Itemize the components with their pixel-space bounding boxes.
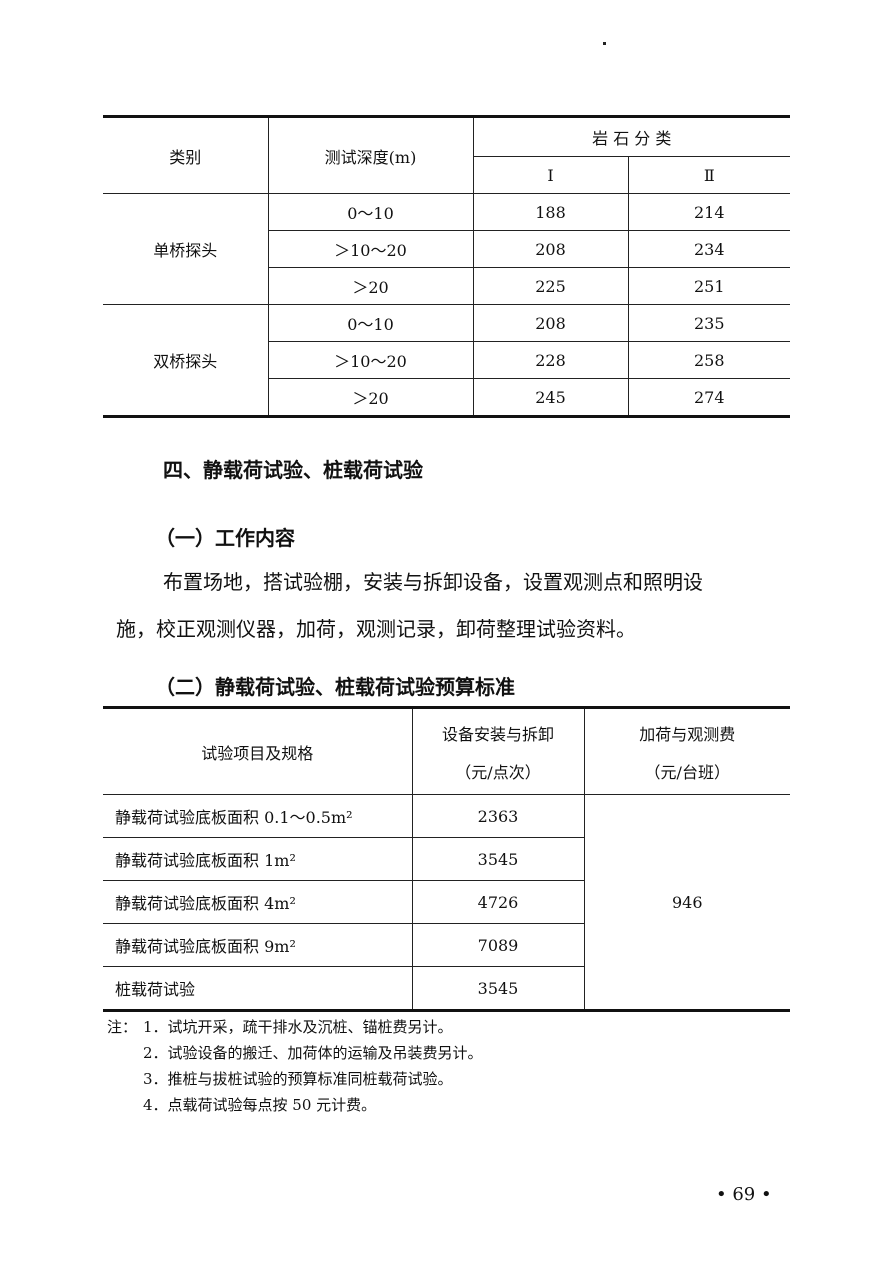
depth-cell: ＞20	[268, 378, 474, 417]
table-row: ＞10～20 208 234	[103, 230, 791, 268]
paragraph-line: 施，校正观测仪器，加荷，观测记录，卸荷整理试验资料。	[116, 617, 636, 641]
value-cell: 234	[627, 230, 791, 268]
value-cell: 225	[472, 267, 629, 305]
table-row: ＞20 245 274	[103, 378, 791, 417]
scan-speck	[603, 42, 606, 45]
header-item: 试验项目及规格	[103, 707, 413, 795]
install-cell: 3545	[411, 966, 585, 1011]
item-cell: 静载荷试验底板面积 9m²	[103, 923, 413, 967]
table-row: 单桥探头 0～10 188 214	[103, 193, 791, 305]
table-row: 双桥探头 0～10 208 235	[103, 304, 791, 417]
subsection-title-budget: （二）静载荷试验、桩载荷试验预算标准	[155, 675, 515, 699]
load-cell: 946	[583, 794, 790, 1011]
header-class-2: Ⅱ	[627, 156, 791, 194]
value-cell: 274	[627, 378, 791, 417]
item-cell: 静载荷试验底板面积 0.1～0.5m²	[103, 794, 413, 838]
load-test-budget-table: 试验项目及规格 设备安装与拆卸 （元/点次） 加荷与观测费 （元/台班） 静载荷试验…	[103, 706, 790, 1012]
note-item: 2．试验设备的搬迁、加荷体的运输及吊装费另计。	[143, 1044, 483, 1062]
value-cell: 228	[472, 341, 629, 379]
note-item: 4．点载荷试验每点按 50 元计费。	[143, 1096, 377, 1114]
value-cell: 245	[472, 378, 629, 417]
header-load: 加荷与观测费 （元/台班）	[583, 707, 790, 795]
header-install: 设备安装与拆卸 （元/点次）	[411, 707, 585, 795]
value-cell: 214	[627, 193, 791, 231]
group-label: 双桥探头	[103, 304, 269, 417]
depth-cell: ＞10～20	[268, 341, 474, 379]
depth-cell: 0～10	[267, 304, 474, 342]
value-cell: 208	[472, 230, 629, 268]
table-row: 静载荷试验底板面积 9m² 7089	[103, 923, 790, 967]
depth-cell: 0～10	[267, 193, 474, 231]
install-cell: 4726	[411, 880, 585, 924]
header-load-label: 加荷与观测费	[639, 724, 736, 744]
value-cell: 235	[627, 304, 791, 342]
header-class-1: Ⅰ	[473, 156, 629, 194]
header-category: 类别	[103, 116, 269, 194]
note-item: 3．推桩与拔桩试验的预算标准同桩载荷试验。	[143, 1070, 453, 1088]
value-cell: 251	[627, 267, 791, 305]
note-item: 1．试坑开采，疏干排水及沉桩、锚桩费另计。	[143, 1018, 453, 1036]
paragraph-line: 布置场地，搭试验棚，安装与拆卸设备，设置观测点和照明设	[163, 570, 703, 594]
table-row: 桩载荷试验 3545	[103, 966, 790, 1011]
item-cell: 静载荷试验底板面积 4m²	[103, 880, 413, 924]
value-cell: 188	[472, 193, 629, 231]
install-cell: 2363	[411, 794, 585, 838]
install-cell: 7089	[411, 923, 585, 967]
header-depth: 测试深度(m)	[267, 116, 474, 194]
install-cell: 3545	[411, 837, 585, 881]
header-install-unit: （元/点次）	[455, 762, 541, 782]
header-load-unit: （元/台班）	[644, 762, 730, 782]
item-cell: 静载荷试验底板面积 1m²	[103, 837, 413, 881]
page-number: • 69 •	[716, 1184, 772, 1205]
depth-cell: ＞10～20	[268, 230, 474, 268]
table-row: ＞20 225 251	[103, 267, 791, 305]
header-install-label: 设备安装与拆卸	[441, 724, 554, 744]
depth-cell: ＞20	[268, 267, 474, 305]
group-label: 单桥探头	[103, 193, 269, 305]
item-cell: 桩载荷试验	[103, 966, 413, 1011]
subsection-title-work-content: （一）工作内容	[155, 526, 295, 550]
value-cell: 208	[472, 304, 629, 342]
header-rock-class: 岩 石 分 类	[472, 116, 791, 157]
table-row: 静载荷试验底板面积 0.1～0.5m² 2363 946	[103, 794, 790, 1011]
notes-label: 注：	[107, 1018, 138, 1036]
section-title: 四、静载荷试验、桩载荷试验	[163, 458, 423, 482]
value-cell: 258	[627, 341, 791, 379]
